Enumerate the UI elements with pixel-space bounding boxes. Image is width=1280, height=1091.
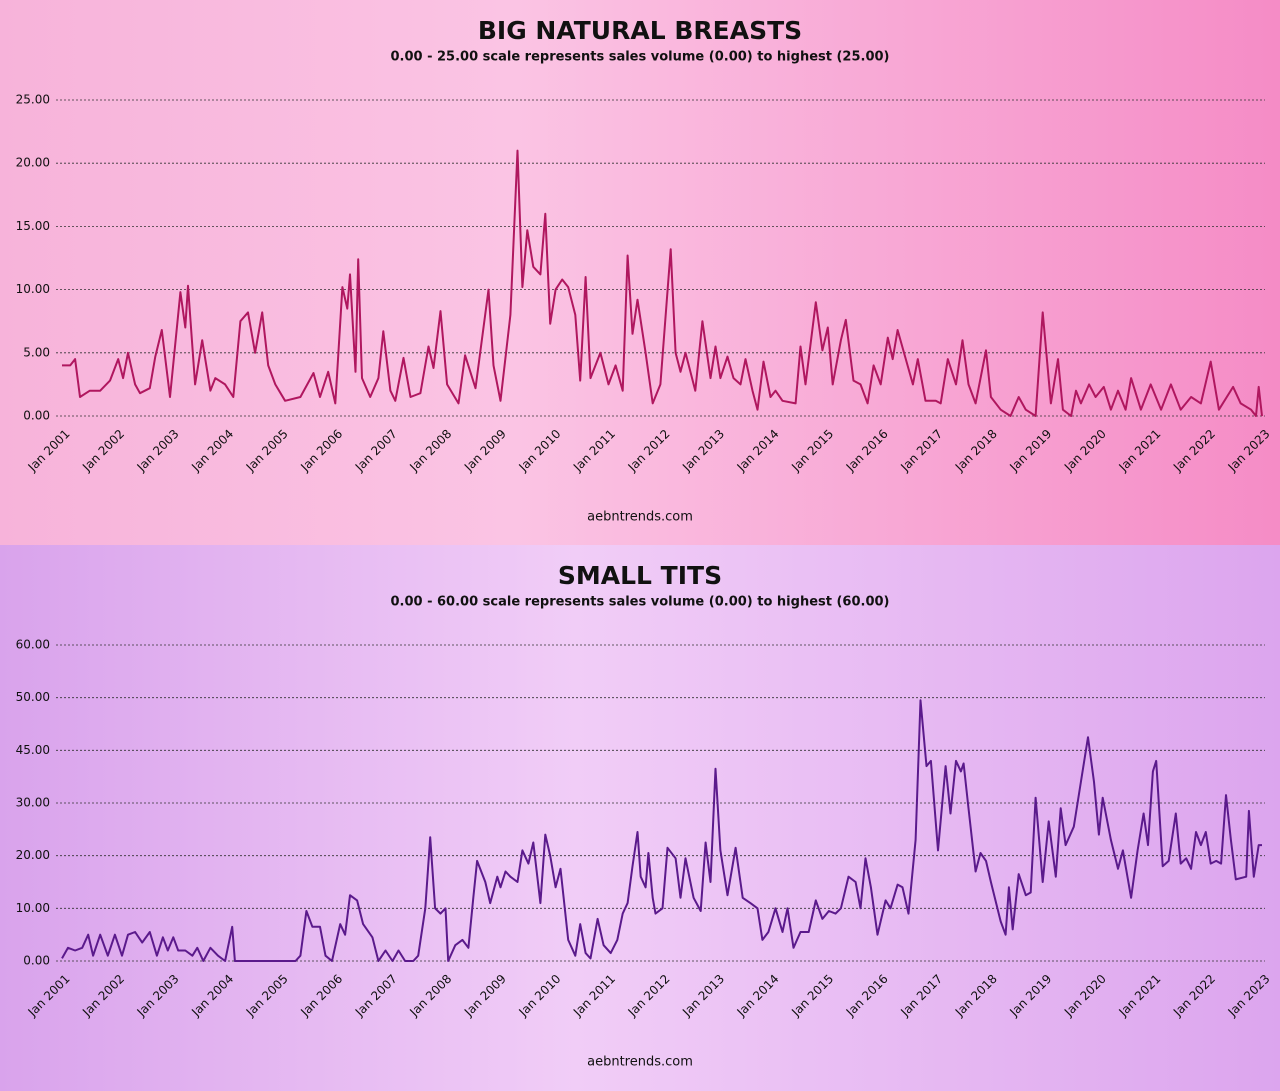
y-tick-label: 10.00 [16,901,50,915]
x-tick-label: Jan 2006 [297,427,345,475]
x-tick-label: Jan 2003 [134,972,182,1020]
x-tick-label: Jan 2009 [461,972,509,1020]
x-tick-label: Jan 2013 [679,427,727,475]
x-tick-label: Jan 2001 [25,972,73,1020]
x-tick-label: Jan 2019 [1006,972,1054,1020]
x-tick-label: Jan 2019 [1006,427,1054,475]
x-tick-label: Jan 2015 [788,972,836,1020]
x-tick-label: Jan 2017 [897,972,945,1020]
y-tick-label: 20.00 [16,156,50,170]
source-label: aebntrends.com [587,510,693,525]
x-tick-label: Jan 2004 [188,427,236,475]
data-line [62,149,1263,417]
x-tick-label: Jan 2020 [1061,427,1109,475]
y-tick-label: 15.00 [16,219,50,233]
chart-panel: BIG NATURAL BREASTS 0.00 - 25.00 scale re… [0,0,1280,545]
y-tick-label: 50.00 [16,690,50,704]
x-tick-label: Jan 2012 [625,972,673,1020]
x-tick-label: Jan 2012 [625,427,673,475]
x-tick-label: Jan 2002 [79,427,127,475]
x-tick-label: Jan 2011 [570,972,618,1020]
x-tick-label: Jan 2018 [952,972,1000,1020]
x-tick-label: Jan 2023 [1225,427,1273,475]
x-tick-label: Jan 2007 [352,972,400,1020]
x-tick-label: Jan 2011 [570,427,618,475]
x-tick-label: Jan 2005 [243,427,291,475]
y-tick-label: 10.00 [16,282,50,296]
y-tick-label: 20.00 [16,848,50,862]
x-tick-label: Jan 2015 [788,427,836,475]
x-tick-label: Jan 2001 [25,427,73,475]
y-tick-label: 25.00 [16,93,50,107]
x-tick-label: Jan 2021 [1116,972,1164,1020]
chart-title: SMALL TITS [558,561,722,590]
x-tick-label: Jan 2016 [843,972,891,1020]
y-tick-label: 0.00 [23,409,50,423]
x-tick-label: Jan 2005 [243,972,291,1020]
x-tick-label: Jan 2008 [406,427,454,475]
x-tick-label: Jan 2002 [79,972,127,1020]
x-tick-label: Jan 2014 [734,972,782,1020]
x-tick-label: Jan 2021 [1116,427,1164,475]
x-tick-label: Jan 2017 [897,427,945,475]
chart-panel: SMALL TITS 0.00 - 60.00 scale represents … [0,545,1280,1091]
x-tick-label: Jan 2010 [516,972,564,1020]
y-tick-label: 30.00 [16,796,50,810]
x-tick-label: Jan 2016 [843,427,891,475]
y-tick-label: 5.00 [23,345,50,359]
chart-subtitle: 0.00 - 60.00 scale represents sales volu… [390,595,889,610]
chart-title: BIG NATURAL BREASTS [478,16,802,45]
chart-subtitle: 0.00 - 25.00 scale represents sales volu… [390,50,889,65]
x-tick-label: Jan 2022 [1170,972,1218,1020]
x-tick-label: Jan 2010 [516,427,564,475]
x-tick-label: Jan 2007 [352,427,400,475]
x-tick-label: Jan 2014 [734,427,782,475]
x-tick-label: Jan 2018 [952,427,1000,475]
x-tick-label: Jan 2013 [679,972,727,1020]
y-tick-label: 45.00 [16,743,50,757]
y-tick-label: 0.00 [23,954,50,968]
x-tick-label: Jan 2022 [1170,427,1218,475]
x-tick-label: Jan 2023 [1225,972,1273,1020]
x-tick-label: Jan 2008 [406,972,454,1020]
x-tick-label: Jan 2006 [297,972,345,1020]
x-tick-label: Jan 2009 [461,427,509,475]
x-tick-label: Jan 2020 [1061,972,1109,1020]
data-line [61,699,1262,962]
source-label: aebntrends.com [587,1055,693,1070]
x-tick-label: Jan 2004 [188,972,236,1020]
y-tick-label: 60.00 [16,638,50,652]
x-tick-label: Jan 2003 [134,427,182,475]
